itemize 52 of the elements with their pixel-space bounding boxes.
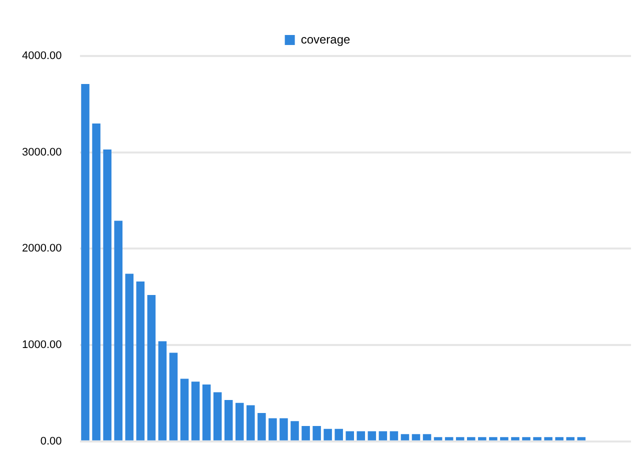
bar (489, 437, 498, 440)
bar (555, 437, 564, 440)
bar (312, 426, 321, 440)
bar (566, 437, 574, 440)
bar (533, 437, 542, 440)
bar (92, 123, 100, 440)
bar (158, 341, 167, 440)
bar (103, 149, 112, 440)
bar (302, 426, 310, 440)
bar (434, 437, 442, 440)
bar (511, 437, 520, 440)
bar (390, 431, 398, 440)
bar (356, 431, 366, 440)
bar (346, 431, 354, 440)
bar (114, 220, 122, 440)
bar (268, 418, 277, 440)
bar (456, 437, 464, 440)
bar (444, 437, 454, 440)
bar (500, 437, 508, 440)
bar (81, 84, 90, 440)
legend-label: coverage (300, 32, 351, 46)
bar (368, 431, 376, 440)
bar (467, 437, 476, 440)
bar (400, 434, 410, 440)
bar (202, 384, 211, 440)
bar (125, 274, 134, 440)
bar (478, 437, 486, 440)
bar (280, 418, 288, 440)
bar (334, 428, 343, 440)
bar (235, 402, 244, 440)
bar (224, 400, 233, 440)
bar (147, 294, 156, 440)
bar (544, 437, 552, 440)
bar (180, 378, 189, 440)
bar (169, 352, 178, 440)
bar (213, 392, 222, 440)
y-tick-label: 0.00 (40, 435, 62, 448)
bar (412, 434, 420, 440)
bar (290, 421, 299, 440)
y-tick-label: 1000.00 (22, 339, 62, 352)
bar (191, 382, 200, 440)
bar (378, 431, 388, 440)
bar (577, 437, 586, 440)
bar (258, 412, 266, 440)
bar (522, 437, 530, 440)
bar (324, 428, 332, 440)
y-tick-label: 4000.00 (22, 50, 62, 62)
bar (136, 281, 145, 440)
y-tick-label: 3000.00 (22, 146, 62, 158)
y-tick-label: 2000.00 (22, 242, 62, 255)
bar (246, 405, 255, 440)
bar (422, 434, 432, 440)
